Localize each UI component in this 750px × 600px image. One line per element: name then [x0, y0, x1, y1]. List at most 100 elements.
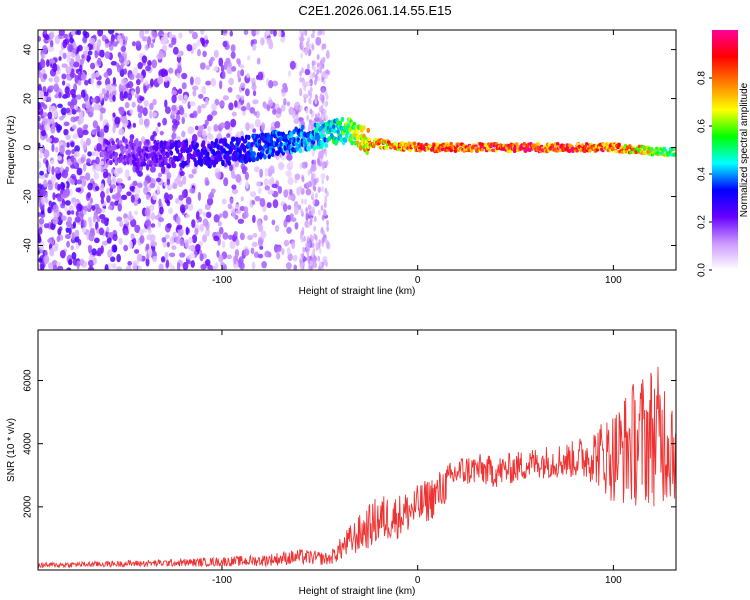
- spectrogram-cell: [132, 262, 138, 270]
- spectrogram-cell: [307, 146, 311, 152]
- spectrogram-cell: [77, 79, 82, 86]
- spectrogram-cell: [384, 146, 389, 150]
- spectrogram-cell: [318, 186, 322, 193]
- spectrogram-cell: [63, 121, 70, 127]
- spectrogram-cell: [235, 238, 240, 247]
- spectrogram-cell: [171, 131, 176, 140]
- spectrogram-cell: [222, 95, 229, 101]
- spectrogram-cell: [166, 223, 172, 229]
- spectrogram-cell: [314, 79, 317, 86]
- spectrogram-cell: [312, 199, 316, 206]
- spectrogram-cell: [103, 72, 109, 78]
- spectrogram-cell: [76, 107, 82, 113]
- spectrogram-cell: [164, 192, 169, 200]
- spectrogram-cell: [252, 156, 256, 163]
- spectrogram-cell: [144, 44, 149, 51]
- spectrogram-cell: [271, 183, 278, 189]
- spectrogram-cell: [235, 173, 242, 183]
- spectrogram-cell: [294, 126, 298, 132]
- spectrogram-cell: [274, 120, 281, 129]
- spectrogram-cell: [321, 62, 325, 69]
- spectrogram-cell: [110, 168, 115, 175]
- spectrogram-cell: [205, 180, 210, 186]
- colorbar-label: Normalized spectral amplitude: [739, 82, 750, 217]
- spectrogram-cell: [251, 261, 256, 270]
- spectrogram-cell: [213, 66, 219, 72]
- spectrogram-cell: [257, 139, 262, 145]
- spectrogram-cell: [547, 142, 551, 147]
- spectrogram-cell: [245, 122, 250, 131]
- spectrogram-cell: [75, 187, 82, 193]
- spectrogram-cell: [119, 220, 124, 228]
- spectrogram-cell: [325, 160, 329, 167]
- spectrogram-cell: [127, 153, 132, 159]
- spectrogram-cell: [83, 205, 89, 212]
- spectrogram-cell: [673, 147, 676, 151]
- spectrogram-cell: [38, 160, 42, 169]
- spectrogram-cell: [223, 177, 229, 187]
- spectrogram-cell: [170, 110, 175, 116]
- spectrogram-cell: [325, 94, 329, 101]
- spectrogram-cell: [96, 57, 102, 66]
- spectrogram-cell: [269, 165, 275, 173]
- spectrogram-cell: [259, 197, 266, 207]
- spectrogram-ytick-label: 20: [23, 93, 34, 105]
- spectrogram-cell: [575, 148, 579, 153]
- spectrogram-cell: [93, 102, 100, 111]
- spectrogram-cell: [204, 228, 211, 237]
- spectrogram-cell: [234, 203, 240, 210]
- spectrogram-cell: [321, 178, 325, 185]
- spectrogram-cell: [40, 263, 45, 270]
- spectrogram-cell: [175, 198, 180, 204]
- spectrogram-cell: [109, 184, 117, 189]
- spectrogram-cell: [322, 30, 325, 36]
- spectrogram-cell: [52, 62, 58, 73]
- spectrogram-cell: [309, 260, 313, 267]
- spectrogram-cell: [283, 189, 289, 198]
- spectrogram-cell: [283, 239, 290, 247]
- spectrogram-cell: [302, 80, 306, 87]
- spectrogram-cell: [332, 124, 336, 130]
- spectrogram-cell: [323, 201, 327, 208]
- spectrogram-cell: [286, 247, 291, 256]
- spectrogram-cell: [309, 72, 314, 82]
- spectrogram-cell: [311, 44, 315, 51]
- spectrogram-cell: [253, 111, 257, 116]
- spectrogram-cell: [186, 259, 191, 265]
- spectrogram-cell: [300, 124, 305, 130]
- spectrogram-cell: [276, 245, 282, 253]
- spectrogram-cell: [263, 178, 269, 187]
- spectrogram-cell: [142, 107, 148, 117]
- spectrogram-cell: [300, 44, 303, 51]
- spectrogram-cell: [157, 76, 164, 85]
- spectrogram-cell: [249, 191, 257, 198]
- spectrogram-cell: [227, 203, 233, 210]
- spectrogram-cell: [59, 249, 66, 259]
- spectrogram-cell: [187, 126, 194, 135]
- spectrogram-cell: [168, 67, 174, 74]
- spectrogram-cell: [84, 172, 91, 181]
- spectrogram-cell: [164, 251, 169, 260]
- spectrogram-cell: [118, 197, 123, 205]
- spectrogram-cell: [131, 41, 136, 47]
- spectrogram-cell: [132, 66, 139, 76]
- spectrogram-cell: [206, 151, 210, 157]
- spectrogram-cell: [66, 142, 70, 148]
- spectrogram-cell: [136, 157, 140, 163]
- spectrogram-cell: [128, 240, 133, 249]
- spectrogram-cell: [260, 230, 267, 239]
- spectrogram-cell: [317, 157, 320, 164]
- spectrogram-cell: [309, 98, 312, 105]
- spectrogram-cell: [167, 163, 171, 169]
- colorbar: 0.0 0.2 0.4 0.6 0.8 Normalized spectral ampl…: [697, 30, 750, 277]
- spectrogram-cell: [292, 254, 298, 262]
- spectrogram-cell: [47, 179, 53, 185]
- spectrogram-cell: [49, 31, 55, 39]
- spectrogram-cell: [172, 231, 177, 239]
- spectrogram-cell: [251, 200, 255, 205]
- spectrogram-cell: [223, 61, 228, 71]
- spectrogram-cell: [233, 230, 238, 237]
- spectrogram-cell: [166, 172, 172, 180]
- snr-frame: [37, 329, 677, 571]
- spectrogram-cell: [96, 142, 102, 152]
